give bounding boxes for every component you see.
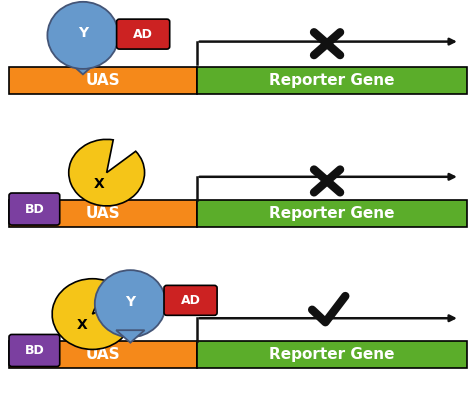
Bar xyxy=(197,200,467,227)
Text: UAS: UAS xyxy=(86,72,120,88)
FancyBboxPatch shape xyxy=(164,285,217,315)
Text: BD: BD xyxy=(25,344,44,357)
Polygon shape xyxy=(69,62,97,74)
Polygon shape xyxy=(116,330,145,343)
Text: UAS: UAS xyxy=(86,347,120,362)
FancyBboxPatch shape xyxy=(9,334,60,366)
Text: AD: AD xyxy=(133,27,153,41)
Wedge shape xyxy=(69,139,145,206)
Text: Y: Y xyxy=(78,26,88,40)
Bar xyxy=(197,341,467,368)
FancyBboxPatch shape xyxy=(117,19,170,49)
Bar xyxy=(9,200,197,227)
Text: X: X xyxy=(94,177,104,191)
Text: UAS: UAS xyxy=(86,206,120,221)
Text: AD: AD xyxy=(181,294,201,307)
Text: Reporter Gene: Reporter Gene xyxy=(269,347,394,362)
Ellipse shape xyxy=(47,2,118,69)
Bar xyxy=(197,67,467,94)
Text: Y: Y xyxy=(125,295,136,309)
Ellipse shape xyxy=(95,270,166,337)
FancyBboxPatch shape xyxy=(9,193,60,225)
Bar xyxy=(9,341,197,368)
Text: X: X xyxy=(77,318,87,332)
Text: BD: BD xyxy=(25,203,44,215)
Wedge shape xyxy=(52,279,133,349)
Bar xyxy=(9,67,197,94)
Text: Reporter Gene: Reporter Gene xyxy=(269,72,394,88)
Text: Reporter Gene: Reporter Gene xyxy=(269,206,394,221)
